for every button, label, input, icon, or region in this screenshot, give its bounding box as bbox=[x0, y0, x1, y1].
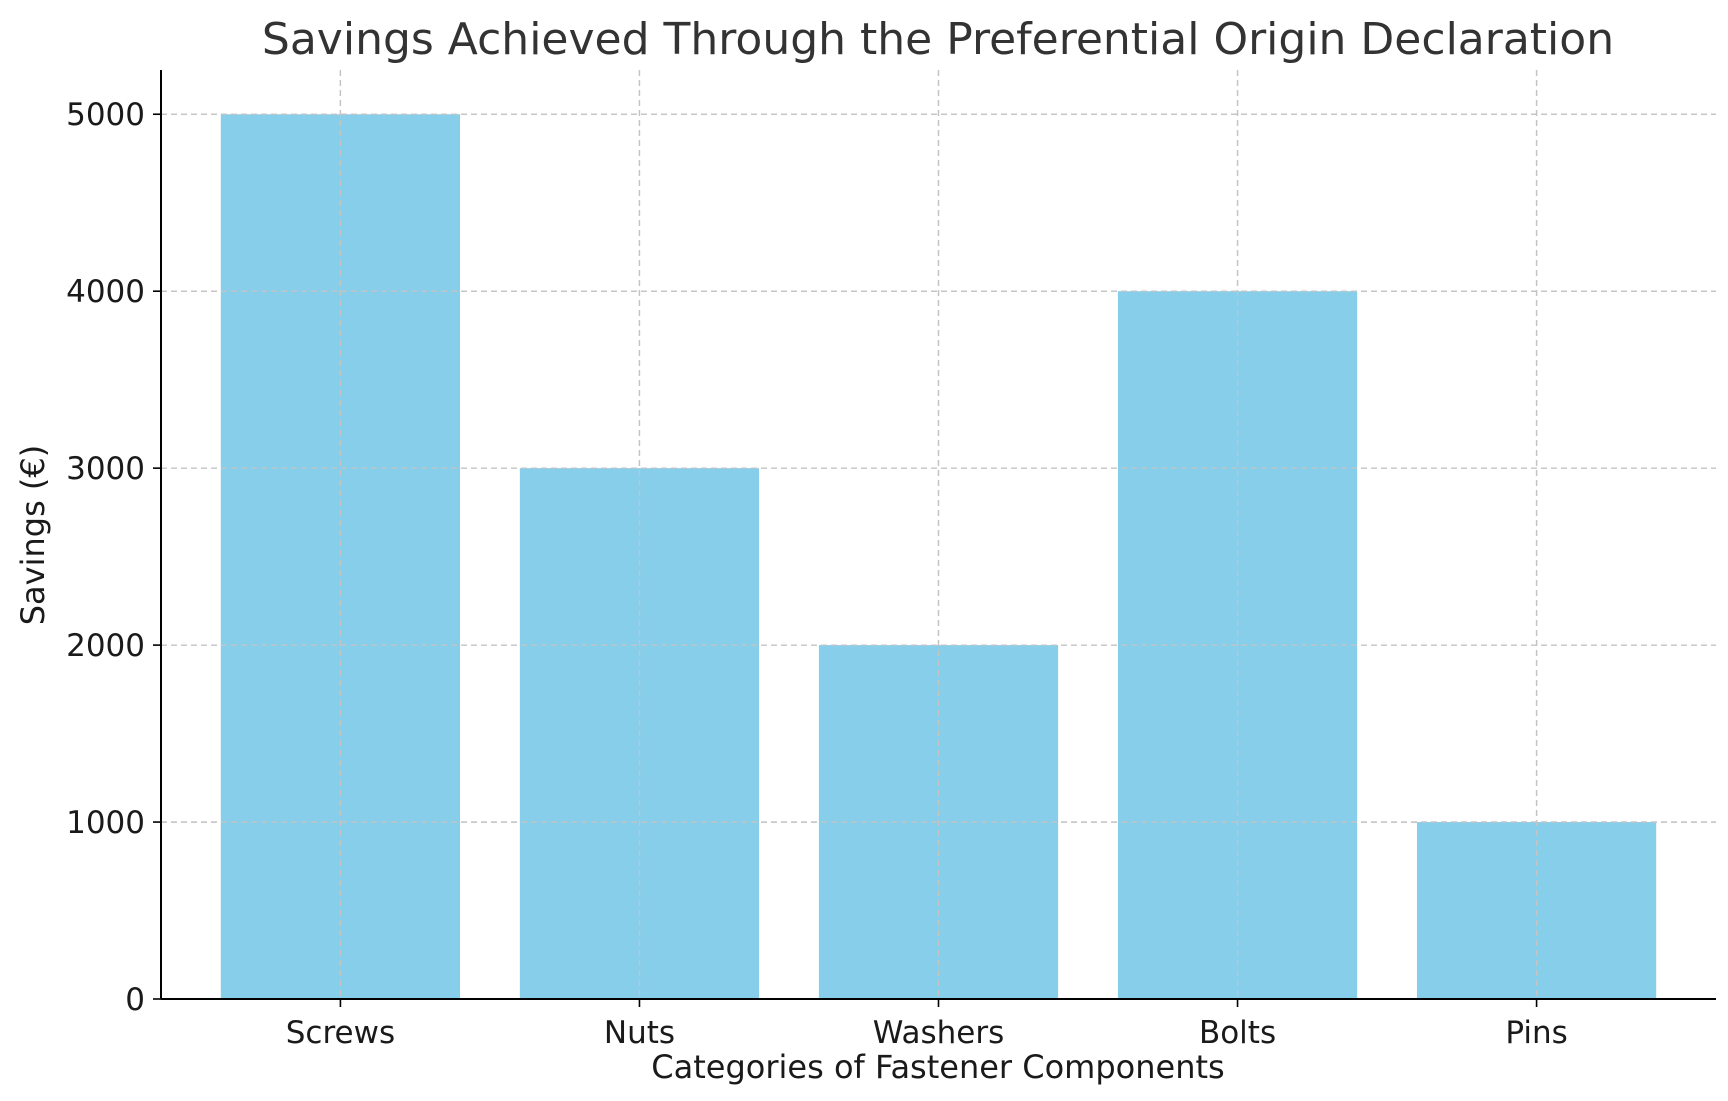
x-tick-label-pins: Pins bbox=[1505, 1015, 1567, 1051]
x-axis-label: Categories of Fastener Components bbox=[651, 1048, 1224, 1086]
y-tick-label: 0 bbox=[125, 982, 145, 1018]
x-tick-label-nuts: Nuts bbox=[604, 1015, 675, 1051]
bar-screws bbox=[220, 114, 461, 999]
y-tick-label: 4000 bbox=[66, 274, 145, 310]
bars bbox=[161, 70, 1716, 1000]
y-tick-label: 5000 bbox=[66, 97, 145, 133]
x-tick-label-washers: Washers bbox=[873, 1015, 1004, 1051]
y-tick-label: 1000 bbox=[66, 805, 145, 841]
y-axis-label: Savings (€) bbox=[14, 445, 52, 626]
x-tick-label-bolts: Bolts bbox=[1199, 1015, 1276, 1051]
y-tick-label: 2000 bbox=[66, 628, 145, 664]
y-tick-label: 3000 bbox=[66, 451, 145, 487]
ticks: 0 1000 2000 3000 4000 5000 Screws Nuts Washers Bo… bbox=[66, 97, 1568, 1051]
chart-title: Savings Achieved Through the Preferentia… bbox=[262, 14, 1614, 65]
x-tick-label-screws: Screws bbox=[286, 1015, 395, 1051]
